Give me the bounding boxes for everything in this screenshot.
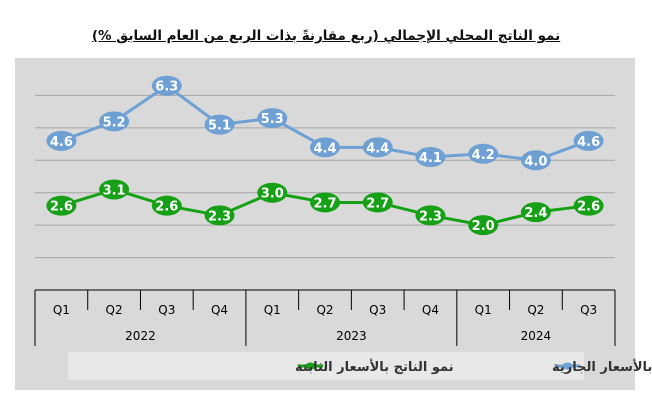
data-label: 2.0	[472, 219, 495, 234]
data-point	[310, 192, 340, 213]
data-point	[362, 137, 393, 158]
data-point	[257, 108, 288, 129]
data-point	[573, 130, 604, 151]
chart-title: نمو الناتج المحلي الإجمالي (ربع مقارنةً …	[91, 28, 561, 44]
data-point	[204, 205, 235, 226]
data-point	[46, 130, 77, 151]
x-tick-label: Q3	[369, 303, 386, 317]
x-tick-label: Q4	[211, 303, 228, 317]
data-label: 2.6	[155, 200, 178, 215]
data-point	[310, 137, 340, 158]
legend-swatch-marker	[562, 362, 573, 370]
series-group: 4.65.26.35.1 5.34.4 4.44.1 4.2 4.04.62.63.12…	[46, 75, 604, 236]
data-label: 4.2	[472, 148, 495, 163]
series-1: 4.6 5.2 6.3 5.1 5.3 4.4 4.4 4.1 4.2 4.0 4.6	[46, 75, 604, 171]
data-label: 4.4	[366, 141, 389, 156]
data-label: 2.7	[313, 196, 336, 211]
year-label: 2022	[125, 329, 156, 343]
data-label: 2.3	[419, 209, 442, 224]
data-label: 4.1	[419, 151, 442, 166]
x-tick-label: Q3	[158, 303, 175, 317]
data-point	[468, 215, 499, 236]
data-label: 5.3	[261, 112, 284, 127]
series-2: 2.6 3.1 2.6 2.3 3.0 2.7 2.7 2.3 2.0 2.4 2.6	[46, 179, 604, 236]
data-point	[204, 114, 235, 135]
x-tick-label: Q3	[580, 303, 597, 317]
data-point	[520, 202, 551, 223]
data-label: 5.2	[103, 115, 126, 130]
data-label: 6.3	[155, 80, 178, 95]
legend: نمو الناتج بالأسعار الجارية نمو الناتج با…	[68, 352, 652, 380]
data-point	[257, 182, 288, 203]
data-point	[520, 150, 551, 171]
x-tick-label: Q1	[264, 303, 281, 317]
data-label: 2.7	[366, 196, 389, 211]
x-tick-label: Q2	[527, 303, 544, 317]
data-point	[415, 147, 446, 168]
data-point	[46, 195, 77, 216]
data-label: 4.4	[313, 141, 336, 156]
x-tick-label: Q1	[53, 303, 70, 317]
data-label: 4.6	[50, 135, 73, 150]
legend-swatch-marker	[305, 362, 316, 370]
x-tick-label: Q4	[422, 303, 439, 317]
data-point	[415, 205, 446, 226]
data-label: 3.1	[103, 183, 126, 198]
data-point	[99, 179, 130, 200]
x-tick-label: Q2	[316, 303, 333, 317]
data-point	[151, 75, 182, 96]
year-label: 2023	[336, 329, 367, 343]
legend-label: نمو الناتج بالأسعار الجارية	[552, 358, 652, 375]
legend-label: نمو الناتج بالأسعار الثابتة	[295, 358, 454, 375]
data-point	[362, 192, 393, 213]
x-tick-label: Q2	[106, 303, 123, 317]
data-label: 2.6	[577, 200, 600, 215]
data-point	[99, 111, 130, 132]
data-label: 4.0	[524, 154, 547, 169]
data-point	[468, 143, 499, 164]
data-label: 4.6	[577, 135, 600, 150]
year-label: 2024	[521, 329, 552, 343]
data-label: 2.6	[50, 200, 73, 215]
x-tick-label: Q1	[475, 303, 492, 317]
data-point	[151, 195, 182, 216]
data-label: 2.4	[524, 206, 547, 221]
legend-box	[68, 352, 584, 380]
data-label: 5.1	[208, 119, 231, 134]
data-point	[573, 195, 604, 216]
data-label: 2.3	[208, 209, 231, 224]
data-label: 3.0	[261, 187, 284, 202]
gridlines	[35, 94, 615, 259]
